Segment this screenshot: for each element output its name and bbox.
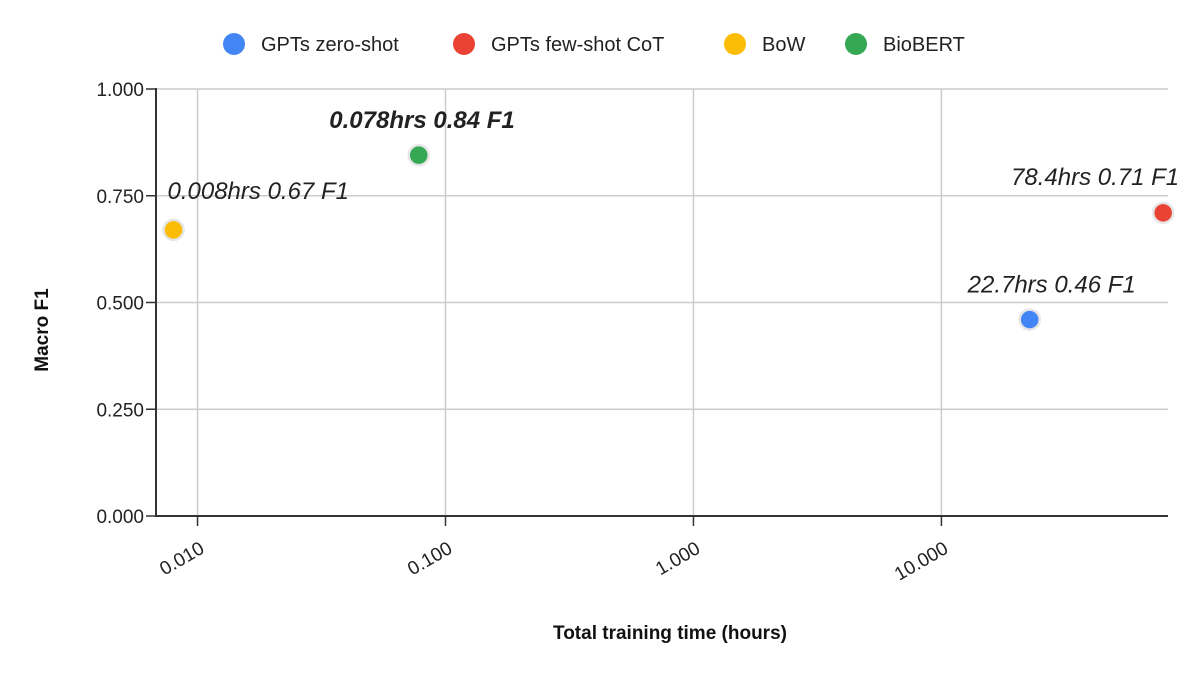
- x-axis-ticks: 0.010 0.100 1.000 10.000: [156, 516, 952, 585]
- y-axis-title: Macro F1: [32, 288, 53, 372]
- y-tick-label: 0.750: [96, 187, 144, 208]
- point-annotation: 0.078hrs 0.84 F1: [329, 107, 514, 134]
- data-point: [407, 143, 430, 167]
- point-annotation: 22.7hrs 0.46 F1: [967, 272, 1136, 299]
- y-tick-label: 0.500: [96, 294, 144, 315]
- point-annotation: 0.008hrs 0.67 F1: [168, 178, 349, 205]
- grid-lines: [156, 88, 1168, 517]
- y-axis-ticks: 0.000 0.250 0.500 0.750 1.000: [96, 80, 156, 528]
- legend-marker: [724, 33, 746, 55]
- legend-marker: [223, 33, 245, 55]
- legend-label: GPTs few-shot CoT: [491, 34, 664, 56]
- x-tick-label: 0.100: [404, 538, 456, 580]
- y-tick-label: 1.000: [96, 80, 144, 101]
- legend-marker: [845, 33, 867, 55]
- point-annotations: 0.008hrs 0.67 F1 0.078hrs 0.84 F1 78.4hrs …: [168, 107, 1180, 298]
- legend-label: GPTs zero-shot: [261, 34, 399, 56]
- legend-marker: [453, 33, 475, 55]
- data-point: [162, 218, 185, 242]
- data-point: [1018, 308, 1041, 331]
- legend-label: BioBERT: [883, 34, 965, 56]
- y-tick-label: 0.250: [96, 400, 144, 421]
- x-tick-label: 0.010: [156, 538, 208, 580]
- y-tick-label: 0.000: [96, 507, 144, 528]
- x-tick-label: 10.000: [891, 538, 952, 585]
- point-annotation: 78.4hrs 0.71 F1: [1011, 164, 1179, 191]
- x-tick-label: 1.000: [652, 538, 704, 580]
- legend: GPTs zero-shot GPTs few-shot CoT BoW BioBER…: [223, 33, 965, 56]
- data-points: [162, 143, 1175, 331]
- legend-label: BoW: [762, 34, 805, 56]
- data-point: [1151, 201, 1175, 225]
- x-axis-title: Total training time (hours): [553, 623, 787, 644]
